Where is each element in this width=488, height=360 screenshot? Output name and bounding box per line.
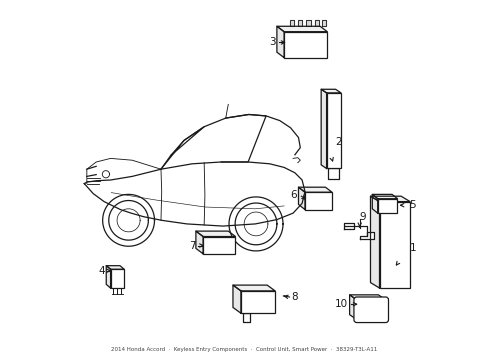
- Polygon shape: [232, 285, 275, 291]
- Polygon shape: [106, 266, 124, 269]
- Bar: [326, 93, 340, 168]
- Polygon shape: [359, 232, 373, 239]
- Bar: [305, 192, 331, 210]
- Text: 7: 7: [189, 240, 196, 251]
- Bar: [110, 269, 124, 288]
- Bar: [241, 291, 275, 313]
- Polygon shape: [228, 197, 283, 251]
- Text: 2: 2: [335, 137, 341, 147]
- Polygon shape: [314, 20, 318, 26]
- Polygon shape: [321, 89, 326, 168]
- Polygon shape: [328, 168, 339, 179]
- Polygon shape: [370, 196, 379, 288]
- Polygon shape: [276, 26, 284, 58]
- Text: 4: 4: [98, 266, 104, 276]
- Text: 2014 Honda Accord  ·  Keyless Entry Components  ·  Control Unit, Smart Power  · : 2014 Honda Accord · Keyless Entry Compon…: [111, 347, 377, 352]
- Polygon shape: [321, 20, 325, 26]
- Bar: [379, 202, 409, 288]
- Polygon shape: [349, 295, 385, 300]
- Polygon shape: [371, 194, 377, 213]
- Text: 6: 6: [289, 190, 296, 200]
- Text: 10: 10: [334, 299, 347, 309]
- Polygon shape: [196, 231, 235, 237]
- Polygon shape: [289, 20, 293, 26]
- Polygon shape: [306, 20, 310, 26]
- Polygon shape: [102, 194, 154, 246]
- Text: 1: 1: [409, 243, 416, 253]
- Bar: [284, 32, 326, 58]
- Polygon shape: [298, 187, 305, 210]
- Polygon shape: [297, 20, 302, 26]
- Polygon shape: [371, 194, 397, 199]
- Polygon shape: [106, 266, 110, 288]
- Text: 3: 3: [269, 37, 276, 48]
- FancyBboxPatch shape: [353, 297, 387, 323]
- Polygon shape: [349, 295, 356, 320]
- Bar: [203, 237, 235, 254]
- Polygon shape: [196, 231, 203, 254]
- Polygon shape: [276, 26, 326, 32]
- Bar: [377, 199, 397, 213]
- Polygon shape: [232, 285, 241, 313]
- Polygon shape: [321, 89, 340, 93]
- Polygon shape: [343, 223, 354, 229]
- Text: 8: 8: [291, 292, 297, 302]
- Text: 5: 5: [408, 200, 415, 210]
- Polygon shape: [242, 313, 249, 322]
- Text: 9: 9: [359, 212, 366, 222]
- Polygon shape: [298, 187, 331, 192]
- Polygon shape: [370, 196, 409, 202]
